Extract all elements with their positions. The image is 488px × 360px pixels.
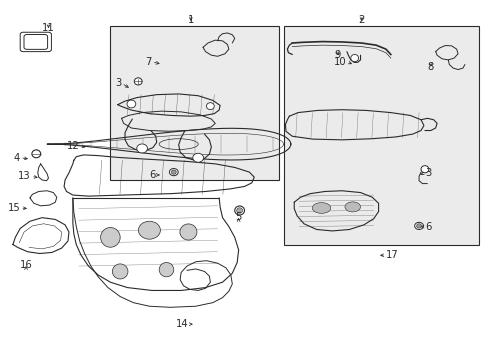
Text: 16: 16	[20, 260, 32, 270]
Ellipse shape	[236, 208, 242, 213]
Ellipse shape	[206, 103, 214, 109]
Ellipse shape	[416, 224, 421, 228]
Ellipse shape	[112, 264, 128, 279]
Ellipse shape	[420, 166, 428, 173]
Ellipse shape	[169, 168, 178, 176]
Text: 15: 15	[7, 203, 20, 213]
Ellipse shape	[180, 224, 197, 240]
Text: 11: 11	[42, 23, 55, 33]
Ellipse shape	[344, 202, 360, 212]
Text: 6: 6	[149, 170, 156, 180]
Text: 14: 14	[176, 319, 188, 329]
Ellipse shape	[127, 100, 136, 108]
Ellipse shape	[192, 153, 203, 162]
Bar	[110, 26, 278, 180]
Text: 3: 3	[424, 168, 430, 178]
Text: 2: 2	[358, 15, 364, 25]
Text: 6: 6	[424, 222, 430, 231]
Text: 8: 8	[427, 62, 433, 72]
Text: 4: 4	[14, 153, 20, 163]
Text: 7: 7	[145, 57, 152, 67]
Ellipse shape	[234, 206, 244, 215]
Ellipse shape	[137, 144, 147, 153]
Text: 12: 12	[67, 141, 80, 151]
Text: 5: 5	[235, 212, 242, 222]
Text: 17: 17	[385, 250, 398, 260]
Ellipse shape	[101, 228, 120, 247]
Text: 10: 10	[334, 57, 346, 67]
Text: 9: 9	[333, 50, 340, 60]
Ellipse shape	[171, 170, 176, 174]
Ellipse shape	[312, 203, 330, 213]
Ellipse shape	[414, 222, 423, 229]
Ellipse shape	[32, 150, 41, 158]
Text: 13: 13	[18, 171, 31, 181]
Bar	[283, 26, 478, 244]
Ellipse shape	[350, 54, 358, 62]
Ellipse shape	[159, 262, 173, 277]
Ellipse shape	[134, 78, 142, 85]
Text: 3: 3	[115, 78, 122, 88]
Ellipse shape	[138, 221, 160, 239]
Text: 1: 1	[187, 15, 194, 25]
